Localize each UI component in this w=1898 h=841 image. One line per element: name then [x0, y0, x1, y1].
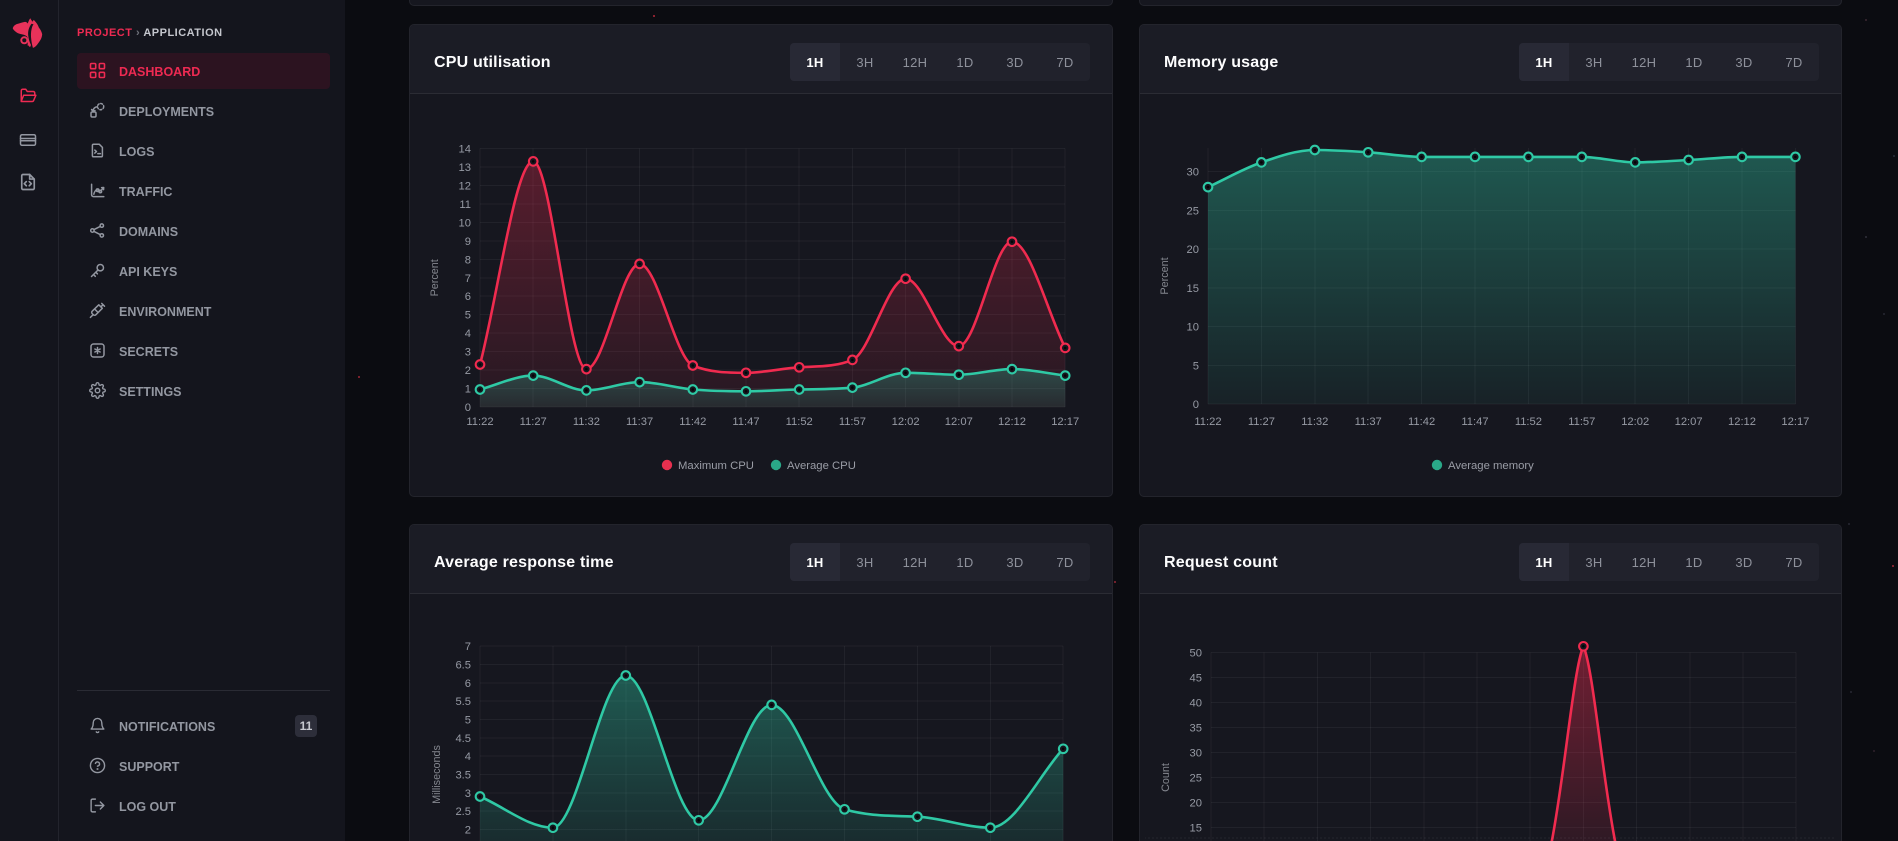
svg-text:20: 20	[1190, 798, 1202, 810]
svg-text:11:47: 11:47	[732, 416, 759, 428]
svg-text:6: 6	[465, 291, 471, 303]
svg-text:Percent: Percent	[429, 259, 441, 296]
svg-text:20: 20	[1187, 244, 1199, 256]
svg-text:12:17: 12:17	[1781, 416, 1809, 428]
svg-text:15: 15	[1190, 823, 1202, 835]
svg-text:Average CPU: Average CPU	[787, 460, 856, 472]
svg-text:11:32: 11:32	[1301, 416, 1328, 428]
svg-text:11:32: 11:32	[573, 416, 600, 428]
svg-text:7: 7	[465, 273, 471, 285]
svg-text:11:37: 11:37	[626, 416, 653, 428]
svg-text:30: 30	[1190, 747, 1202, 759]
svg-text:3: 3	[465, 788, 471, 800]
svg-text:7: 7	[465, 641, 471, 653]
svg-text:11: 11	[459, 199, 471, 211]
svg-text:10: 10	[459, 217, 471, 229]
svg-text:11:37: 11:37	[1355, 416, 1382, 428]
svg-text:5: 5	[465, 715, 471, 727]
svg-text:50: 50	[1190, 647, 1202, 659]
svg-text:12:07: 12:07	[1675, 416, 1703, 428]
svg-text:11:22: 11:22	[1194, 416, 1221, 428]
svg-text:12:02: 12:02	[1621, 416, 1649, 428]
svg-text:11:57: 11:57	[839, 416, 866, 428]
svg-text:10: 10	[1187, 322, 1199, 334]
svg-text:13: 13	[459, 162, 471, 174]
svg-text:12:12: 12:12	[998, 416, 1026, 428]
svg-text:11:27: 11:27	[520, 416, 547, 428]
svg-text:12: 12	[459, 180, 471, 192]
svg-text:Milliseconds: Milliseconds	[431, 745, 443, 804]
svg-text:4: 4	[465, 328, 471, 340]
svg-text:11:27: 11:27	[1248, 416, 1275, 428]
svg-text:4: 4	[465, 751, 471, 763]
svg-text:35: 35	[1190, 722, 1202, 734]
svg-text:2: 2	[465, 825, 471, 837]
svg-text:Maximum CPU: Maximum CPU	[678, 460, 754, 472]
svg-text:4.5: 4.5	[455, 733, 471, 745]
svg-text:0: 0	[1193, 399, 1199, 411]
svg-text:11:52: 11:52	[1515, 416, 1542, 428]
svg-text:40: 40	[1190, 697, 1202, 709]
svg-text:Average memory: Average memory	[1448, 460, 1534, 472]
svg-text:30: 30	[1187, 167, 1199, 179]
svg-text:12:07: 12:07	[945, 416, 973, 428]
svg-text:25: 25	[1187, 205, 1199, 217]
svg-text:11:42: 11:42	[679, 416, 706, 428]
svg-text:Count: Count	[1160, 763, 1172, 792]
svg-text:2.5: 2.5	[455, 806, 471, 818]
svg-text:45: 45	[1190, 672, 1202, 684]
svg-text:0: 0	[465, 402, 471, 414]
svg-text:5: 5	[465, 310, 471, 322]
svg-text:5: 5	[1193, 360, 1199, 372]
svg-text:8: 8	[465, 254, 471, 266]
svg-text:6: 6	[465, 678, 471, 690]
svg-text:1: 1	[465, 384, 471, 396]
svg-text:11:42: 11:42	[1408, 416, 1435, 428]
svg-text:11:22: 11:22	[466, 416, 493, 428]
svg-text:14: 14	[459, 144, 471, 156]
svg-text:6.5: 6.5	[455, 660, 471, 672]
svg-text:3: 3	[465, 347, 471, 359]
svg-text:11:52: 11:52	[786, 416, 813, 428]
svg-text:2: 2	[465, 365, 471, 377]
svg-text:Percent: Percent	[1159, 257, 1171, 294]
svg-text:12:12: 12:12	[1728, 416, 1756, 428]
svg-text:15: 15	[1187, 283, 1199, 295]
svg-text:25: 25	[1190, 772, 1202, 784]
svg-text:11:47: 11:47	[1461, 416, 1488, 428]
svg-text:11:57: 11:57	[1568, 416, 1595, 428]
svg-text:12:02: 12:02	[892, 416, 920, 428]
svg-text:5.5: 5.5	[455, 696, 471, 708]
svg-text:3.5: 3.5	[455, 770, 471, 782]
svg-text:9: 9	[465, 236, 471, 248]
svg-text:12:17: 12:17	[1051, 416, 1079, 428]
